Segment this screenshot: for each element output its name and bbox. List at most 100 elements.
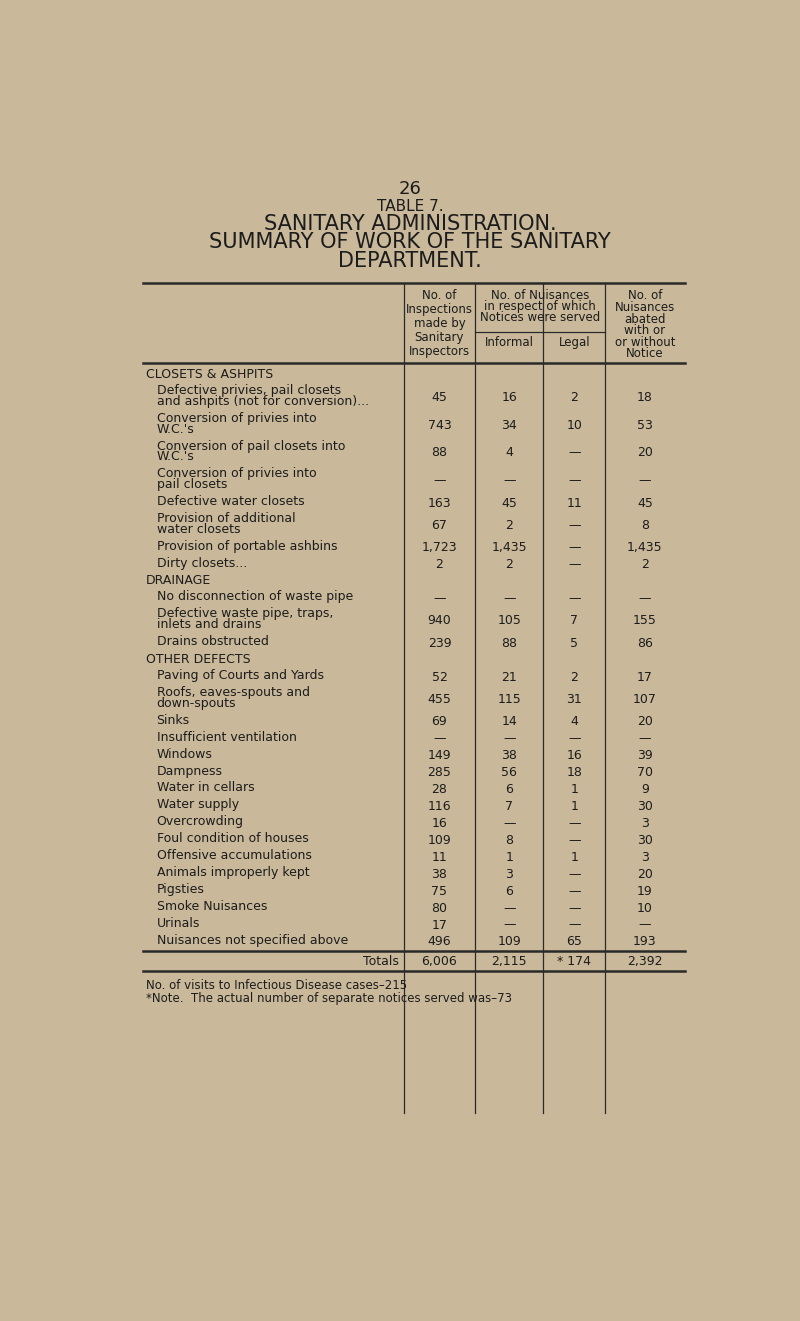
Text: 6,006: 6,006	[422, 955, 458, 968]
Text: W.C.'s: W.C.'s	[157, 423, 194, 436]
Text: 109: 109	[427, 834, 451, 847]
Text: 65: 65	[566, 935, 582, 948]
Text: 30: 30	[637, 834, 653, 847]
Text: 20: 20	[637, 868, 653, 881]
Text: with or: with or	[624, 324, 666, 337]
Text: 5: 5	[570, 637, 578, 650]
Text: *Note.  The actual number of separate notices served was–73: *Note. The actual number of separate not…	[146, 992, 512, 1005]
Text: 2: 2	[570, 671, 578, 683]
Text: 45: 45	[431, 391, 447, 404]
Text: 105: 105	[498, 614, 521, 627]
Text: 17: 17	[637, 671, 653, 683]
Text: DRAINAGE: DRAINAGE	[146, 575, 211, 588]
Text: Nuisances: Nuisances	[614, 301, 675, 314]
Text: 163: 163	[428, 497, 451, 510]
Text: Sanitary: Sanitary	[414, 332, 464, 343]
Text: 8: 8	[641, 519, 649, 532]
Text: Conversion of pail closets into: Conversion of pail closets into	[157, 440, 345, 453]
Text: 116: 116	[428, 801, 451, 812]
Text: —: —	[503, 901, 515, 914]
Text: —: —	[503, 474, 515, 487]
Text: 16: 16	[431, 816, 447, 830]
Text: —: —	[638, 592, 651, 605]
Text: Totals: Totals	[363, 955, 399, 968]
Text: 115: 115	[498, 694, 521, 705]
Text: 496: 496	[428, 935, 451, 948]
Text: 67: 67	[431, 519, 447, 532]
Text: 21: 21	[502, 671, 517, 683]
Text: 193: 193	[633, 935, 657, 948]
Text: 88: 88	[431, 446, 447, 460]
Text: Defective waste pipe, traps,: Defective waste pipe, traps,	[157, 608, 333, 621]
Text: inlets and drains: inlets and drains	[157, 618, 261, 631]
Text: Nuisances not specified above: Nuisances not specified above	[157, 934, 348, 947]
Text: —: —	[568, 542, 581, 555]
Text: 18: 18	[566, 766, 582, 779]
Text: pail closets: pail closets	[157, 478, 227, 491]
Text: Water supply: Water supply	[157, 798, 238, 811]
Text: Roofs, eaves-spouts and: Roofs, eaves-spouts and	[157, 686, 310, 699]
Text: 18: 18	[637, 391, 653, 404]
Text: Defective water closets: Defective water closets	[157, 495, 304, 509]
Text: 155: 155	[633, 614, 657, 627]
Text: DEPARTMENT.: DEPARTMENT.	[338, 251, 482, 271]
Text: Provision of additional: Provision of additional	[157, 513, 295, 524]
Text: Inspectors: Inspectors	[409, 345, 470, 358]
Text: 14: 14	[502, 715, 517, 728]
Text: 20: 20	[637, 446, 653, 460]
Text: * 174: * 174	[558, 955, 591, 968]
Text: 30: 30	[637, 801, 653, 812]
Text: —: —	[638, 732, 651, 745]
Text: 3: 3	[641, 851, 649, 864]
Text: 1,723: 1,723	[422, 542, 458, 555]
Text: 52: 52	[431, 671, 447, 683]
Text: —: —	[568, 918, 581, 931]
Text: 109: 109	[498, 935, 521, 948]
Text: No disconnection of waste pipe: No disconnection of waste pipe	[157, 590, 353, 604]
Text: 743: 743	[427, 419, 451, 432]
Text: Notices were served: Notices were served	[480, 310, 600, 324]
Text: Animals improperly kept: Animals improperly kept	[157, 867, 309, 880]
Text: in respect of which: in respect of which	[484, 300, 596, 313]
Text: Informal: Informal	[485, 336, 534, 349]
Text: No. of: No. of	[628, 289, 662, 303]
Text: OTHER DEFECTS: OTHER DEFECTS	[146, 653, 250, 666]
Text: water closets: water closets	[157, 523, 240, 536]
Text: 53: 53	[637, 419, 653, 432]
Text: —: —	[503, 918, 515, 931]
Text: 3: 3	[506, 868, 513, 881]
Text: No. of visits to Infectious Disease cases–215: No. of visits to Infectious Disease case…	[146, 979, 407, 992]
Text: 940: 940	[427, 614, 451, 627]
Text: 2: 2	[641, 559, 649, 571]
Text: Conversion of privies into: Conversion of privies into	[157, 468, 316, 481]
Text: 88: 88	[501, 637, 518, 650]
Text: Pigsties: Pigsties	[157, 884, 205, 896]
Text: Inspections: Inspections	[406, 304, 473, 316]
Text: 3: 3	[641, 816, 649, 830]
Text: 86: 86	[637, 637, 653, 650]
Text: 11: 11	[566, 497, 582, 510]
Text: —: —	[434, 732, 446, 745]
Text: 7: 7	[506, 801, 514, 812]
Text: —: —	[568, 834, 581, 847]
Text: —: —	[568, 901, 581, 914]
Text: made by: made by	[414, 317, 466, 330]
Text: 2: 2	[570, 391, 578, 404]
Text: Overcrowding: Overcrowding	[157, 815, 243, 828]
Text: down-spouts: down-spouts	[157, 696, 236, 709]
Text: —: —	[568, 446, 581, 460]
Text: 1: 1	[570, 783, 578, 797]
Text: 4: 4	[570, 715, 578, 728]
Text: 2: 2	[506, 559, 513, 571]
Text: —: —	[434, 592, 446, 605]
Text: 28: 28	[431, 783, 447, 797]
Text: 6: 6	[506, 885, 513, 898]
Text: W.C.'s: W.C.'s	[157, 450, 194, 464]
Text: Urinals: Urinals	[157, 917, 200, 930]
Text: 45: 45	[502, 497, 517, 510]
Text: —: —	[568, 474, 581, 487]
Text: 16: 16	[566, 749, 582, 762]
Text: 239: 239	[428, 637, 451, 650]
Text: 9: 9	[641, 783, 649, 797]
Text: —: —	[638, 918, 651, 931]
